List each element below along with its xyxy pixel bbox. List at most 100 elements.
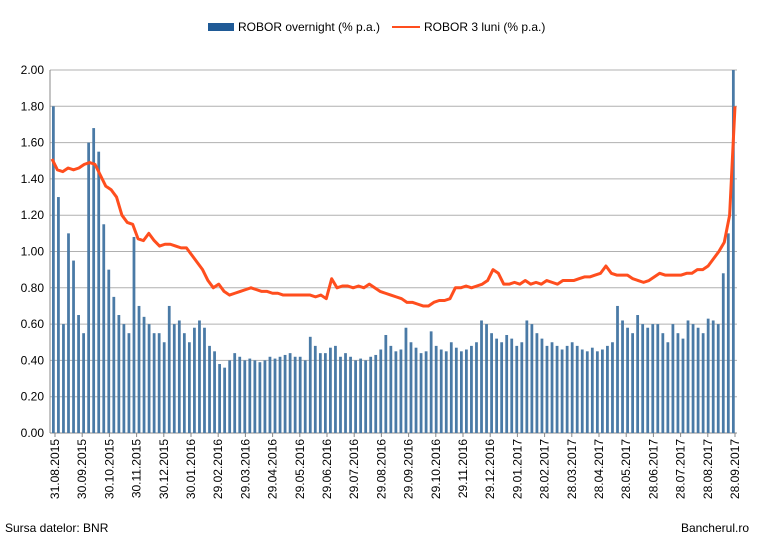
- overnight-bar: [711, 320, 715, 433]
- overnight-bar: [701, 333, 705, 433]
- overnight-bar: [137, 305, 141, 433]
- overnight-bar: [187, 342, 191, 433]
- source-note: Sursa datelor: BNR: [5, 521, 109, 535]
- overnight-bar: [243, 360, 247, 433]
- x-tick-label: 29.08.2016: [374, 439, 388, 499]
- x-tick-label: 29.03.2016: [238, 439, 252, 499]
- legend-swatch-line: [392, 26, 420, 28]
- overnight-bar: [449, 342, 453, 433]
- overnight-bar: [646, 327, 650, 433]
- y-tick-label: 1.00: [21, 245, 45, 259]
- y-tick-label: 1.40: [21, 172, 45, 186]
- overnight-bar: [560, 349, 564, 433]
- x-tick-label: 29.09.2016: [402, 439, 416, 499]
- overnight-bar: [132, 236, 136, 433]
- legend-label-overnight: ROBOR overnight (% p.a.): [238, 20, 381, 34]
- x-tick-label: 29.10.2016: [429, 439, 443, 499]
- overnight-bar: [681, 338, 685, 433]
- overnight-bar: [218, 364, 221, 433]
- overnight-bar: [172, 324, 176, 433]
- overnight-bar: [223, 367, 227, 433]
- overnight-bar: [253, 360, 257, 433]
- overnight-bar: [389, 345, 393, 433]
- x-tick-label: 28.05.2017: [619, 439, 633, 499]
- overnight-bar: [198, 320, 201, 433]
- overnight-bar: [147, 324, 151, 433]
- y-tick-label: 0.60: [21, 317, 45, 331]
- overnight-bar: [258, 362, 262, 433]
- overnight-bar: [636, 315, 640, 433]
- legend-label-3m: ROBOR 3 luni (% p.a.): [424, 20, 546, 34]
- x-tick-label: 30.10.2015: [102, 439, 116, 499]
- overnight-bar: [691, 324, 695, 433]
- x-tick-label: 28.08.2017: [701, 439, 715, 499]
- overnight-bar: [404, 327, 408, 433]
- x-tick-label: 28.07.2017: [674, 439, 688, 499]
- robor-3m-line: [50, 106, 737, 308]
- overnight-bar: [334, 345, 337, 433]
- overnight-bar: [606, 345, 609, 433]
- overnight-bar: [303, 360, 307, 433]
- overnight-bar: [107, 269, 111, 433]
- x-tick-label: 29.02.2016: [211, 439, 225, 499]
- overnight-bar: [515, 345, 519, 433]
- x-tick-label: 28.02.2017: [538, 439, 552, 499]
- overnight-bar: [525, 320, 529, 433]
- x-tick-label: 28.09.2017: [728, 439, 742, 499]
- overnight-bar: [228, 360, 232, 433]
- x-tick-label: 28.04.2017: [592, 439, 606, 499]
- overnight-bar: [157, 333, 161, 433]
- overnight-bar: [57, 197, 60, 433]
- overnight-bar: [485, 324, 488, 433]
- x-tick-label: 28.06.2017: [646, 439, 660, 499]
- overnight-bar: [92, 128, 96, 433]
- x-tick-label: 31.08.2015: [48, 439, 62, 499]
- overnight-bar: [666, 342, 670, 433]
- x-tick-label: 29.05.2016: [293, 439, 307, 499]
- overnight-bar: [374, 354, 378, 433]
- overnight-bar: [72, 260, 75, 433]
- y-tick-label: 0.00: [21, 426, 45, 440]
- overnight-bar: [323, 353, 327, 433]
- overnight-bar: [263, 360, 267, 433]
- overnight-bar: [641, 324, 645, 433]
- overnight-bar: [97, 151, 101, 433]
- overnight-bar: [318, 353, 322, 433]
- overnight-bar: [268, 356, 272, 433]
- overnight-bar: [459, 351, 463, 433]
- y-tick-label: 1.60: [21, 136, 45, 150]
- overnight-bar: [611, 342, 614, 433]
- overnight-bar: [233, 353, 237, 433]
- overnight-bar: [213, 351, 216, 433]
- overnight-bar: [208, 345, 211, 433]
- overnight-bar: [671, 324, 675, 433]
- overnight-bar: [182, 333, 186, 433]
- overnight-bar: [379, 349, 383, 433]
- x-tick-label: 29.11.2016: [456, 439, 470, 498]
- overnight-bar: [77, 315, 80, 433]
- overnight-bar: [490, 333, 493, 433]
- overnight-bar: [349, 356, 352, 433]
- overnight-bar: [631, 333, 634, 433]
- x-tick-label: 30.12.2015: [157, 439, 171, 499]
- x-tick-label: 29.04.2016: [266, 439, 280, 499]
- overnight-bar: [590, 347, 594, 433]
- x-tick-label: 28.03.2017: [565, 439, 579, 499]
- overnight-bar: [686, 320, 690, 433]
- overnight-bar: [62, 324, 65, 433]
- overnight-bar: [293, 356, 297, 433]
- overnight-bar: [364, 360, 368, 433]
- overnight-bar: [238, 356, 242, 433]
- overnight-bar: [414, 347, 418, 433]
- overnight-bar: [193, 327, 196, 433]
- overnight-bar: [394, 351, 398, 433]
- overnight-bar: [354, 360, 357, 433]
- overnight-bar: [716, 324, 720, 433]
- overnight-bar: [676, 333, 680, 433]
- overnight-bar: [203, 327, 206, 433]
- overnight-bar: [67, 233, 70, 433]
- overnight-bar: [580, 349, 584, 433]
- overnight-bar: [550, 342, 554, 433]
- overnight-bar: [409, 342, 413, 433]
